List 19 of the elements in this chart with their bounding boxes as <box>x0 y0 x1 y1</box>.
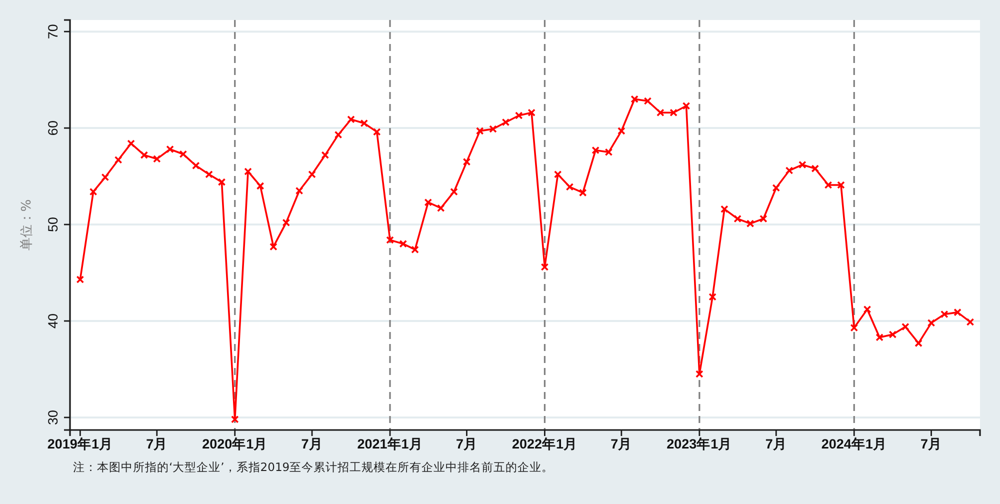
y-tick-label: 40 <box>46 313 61 329</box>
y-tick-label: 70 <box>46 24 61 40</box>
y-tick-label: 60 <box>46 120 61 136</box>
x-tick-label: 7月 <box>301 436 323 452</box>
x-tick-label: 2020年1月 <box>202 436 268 452</box>
x-tick-label: 2022年1月 <box>512 436 578 452</box>
x-tick-label: 7月 <box>920 436 942 452</box>
x-tick-label: 2021年1月 <box>357 436 423 452</box>
y-axis-title: 单位：% <box>20 199 35 251</box>
x-tick-label: 7月 <box>146 436 168 452</box>
x-tick-label: 7月 <box>610 436 632 452</box>
x-tick-label: 7月 <box>765 436 787 452</box>
x-tick-label: 7月 <box>456 436 478 452</box>
x-tick-label: 2023年1月 <box>666 436 732 452</box>
x-tick-label: 2019年1月 <box>47 436 113 452</box>
y-tick-label: 50 <box>46 217 61 232</box>
y-tick-label: 30 <box>46 410 61 425</box>
x-tick-label: 2024年1月 <box>821 436 887 452</box>
text: 注：本图中所指的‘大型企业’，系指2019至今累计招工规模在所有企业中排名前五的企业。 <box>73 460 554 474</box>
